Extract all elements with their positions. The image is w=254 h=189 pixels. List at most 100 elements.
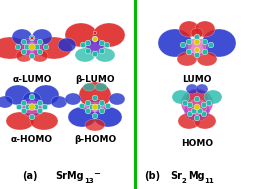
Ellipse shape [177,52,197,66]
Ellipse shape [92,51,98,57]
Ellipse shape [32,50,48,62]
Ellipse shape [21,108,27,114]
Ellipse shape [20,98,44,116]
Ellipse shape [86,39,104,51]
Text: β-HOMO: β-HOMO [74,135,116,144]
Ellipse shape [186,39,192,45]
Ellipse shape [21,49,27,55]
Ellipse shape [92,104,98,110]
Ellipse shape [180,42,186,48]
Ellipse shape [33,104,39,110]
Ellipse shape [191,28,203,38]
Ellipse shape [12,29,32,45]
Ellipse shape [22,103,42,117]
Ellipse shape [15,44,21,50]
Ellipse shape [29,104,35,110]
Ellipse shape [92,113,98,119]
Ellipse shape [42,104,48,110]
Text: SrMg: SrMg [55,171,84,181]
Ellipse shape [6,112,34,130]
Ellipse shape [75,48,95,62]
Ellipse shape [34,44,40,50]
Ellipse shape [194,34,200,40]
Ellipse shape [51,96,67,108]
Ellipse shape [195,47,199,53]
Ellipse shape [5,85,31,105]
Ellipse shape [37,49,43,55]
Ellipse shape [194,104,200,110]
Ellipse shape [184,101,210,121]
Ellipse shape [104,42,110,48]
Ellipse shape [185,89,209,113]
Ellipse shape [79,103,85,109]
Ellipse shape [201,102,207,108]
Ellipse shape [204,90,222,104]
Ellipse shape [93,31,97,35]
Ellipse shape [22,40,42,54]
Ellipse shape [202,49,208,55]
Ellipse shape [187,99,207,115]
Ellipse shape [80,42,86,48]
Ellipse shape [208,42,214,48]
Ellipse shape [33,85,59,105]
Ellipse shape [23,101,41,113]
Ellipse shape [65,23,97,47]
Ellipse shape [194,113,216,129]
Ellipse shape [194,39,200,45]
Ellipse shape [85,40,91,46]
Ellipse shape [95,48,115,62]
Ellipse shape [188,41,206,53]
Ellipse shape [21,100,27,106]
Ellipse shape [194,52,200,58]
Ellipse shape [85,40,105,54]
Ellipse shape [37,39,43,45]
Ellipse shape [191,108,197,114]
Ellipse shape [99,108,105,114]
Ellipse shape [23,92,41,106]
Ellipse shape [187,102,193,108]
Text: α-HOMO: α-HOMO [11,135,53,144]
Text: 2: 2 [182,178,187,184]
Ellipse shape [92,95,98,101]
Text: (b): (b) [144,171,160,181]
Ellipse shape [186,49,192,55]
Ellipse shape [99,100,105,106]
Ellipse shape [85,100,91,106]
Ellipse shape [92,36,98,42]
Ellipse shape [194,115,200,121]
Ellipse shape [99,40,105,46]
Ellipse shape [197,52,217,66]
Ellipse shape [186,84,198,94]
Ellipse shape [194,96,200,102]
Text: (a): (a) [22,171,38,181]
Ellipse shape [65,93,81,105]
Ellipse shape [21,39,27,45]
Ellipse shape [92,36,98,42]
Ellipse shape [195,21,215,37]
Ellipse shape [187,111,193,117]
Ellipse shape [82,102,108,112]
Ellipse shape [29,44,35,50]
Ellipse shape [24,44,30,50]
Text: 13: 13 [84,178,94,184]
Ellipse shape [19,38,45,56]
Ellipse shape [0,96,13,108]
Text: HOMO: HOMO [181,139,213,148]
Ellipse shape [85,48,91,54]
Ellipse shape [79,82,111,108]
Text: 11: 11 [204,178,214,184]
Ellipse shape [202,39,208,45]
Ellipse shape [178,113,200,129]
Ellipse shape [197,108,203,114]
Ellipse shape [94,107,122,127]
Text: β-LUMO: β-LUMO [75,75,115,84]
Ellipse shape [29,35,35,41]
Ellipse shape [95,104,101,110]
Ellipse shape [206,100,212,106]
Ellipse shape [83,83,95,91]
Text: α-LUMO: α-LUMO [12,75,52,84]
Text: LUMO: LUMO [182,75,212,84]
Ellipse shape [182,100,188,106]
Ellipse shape [158,29,192,57]
Ellipse shape [30,112,58,130]
